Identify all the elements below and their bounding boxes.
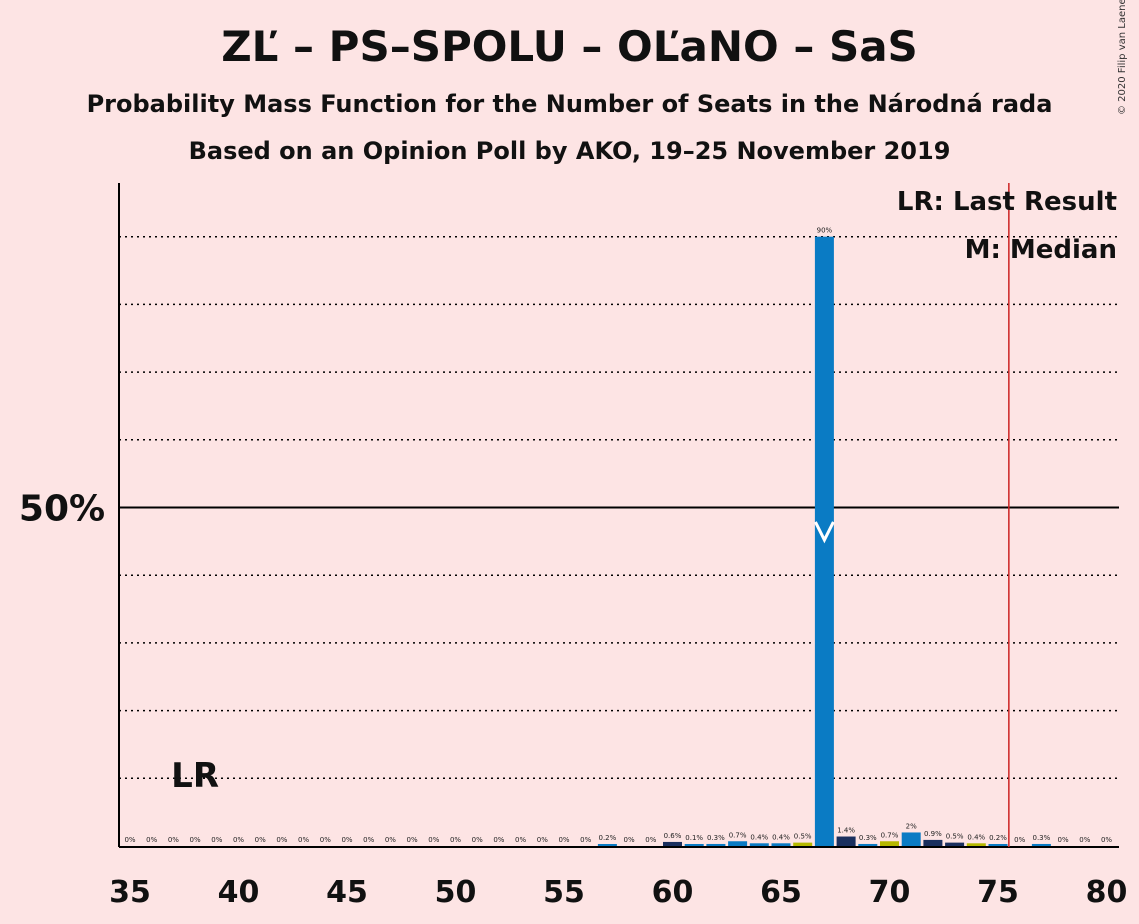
x-tick-label: 60 [652,875,694,910]
x-tick-label: 65 [760,875,802,910]
bar-value-label: 0% [1014,836,1025,844]
bar-value-label: 0.5% [794,833,812,841]
bar-value-label: 0% [211,836,222,844]
bar [749,843,769,846]
legend-median: M: Median [965,235,1117,265]
bar-value-label: 0.5% [946,833,964,841]
bar [771,843,791,846]
bar [728,841,748,846]
bar [966,843,986,846]
bar-value-label: 0.2% [599,834,617,842]
bar [684,844,704,846]
median-marker [814,521,835,544]
bar-value-label: 0.6% [664,832,682,840]
x-tick-label: 55 [543,875,585,910]
bar-value-label: 0% [407,836,418,844]
bar-value-label: 0% [645,836,656,844]
bar-value-label: 0% [385,836,396,844]
bar-value-label: 0% [363,836,374,844]
bar-value-label: 0% [472,836,483,844]
bar-value-label: 0% [1058,836,1069,844]
bar-value-label: 1.4% [837,827,855,835]
bar-value-label: 0% [276,836,287,844]
bar-value-label: 0% [255,836,266,844]
bar [880,841,899,846]
bar [597,844,617,846]
bar [793,842,813,846]
bar-value-label: 0% [450,836,461,844]
bar-value-label: 0.3% [1033,834,1051,842]
bar [858,843,878,846]
bar-value-label: 0% [558,836,569,844]
x-tick-label: 35 [109,875,151,910]
bar-value-label: 0.4% [772,833,790,841]
bar [923,839,943,846]
bar-value-label: 0% [146,836,157,844]
bar-value-label: 0% [624,836,635,844]
x-tick-label: 50 [435,875,477,910]
bar [901,832,921,846]
chart-subtitle-source: Based on an Opinion Poll by AKO, 19–25 N… [188,137,951,165]
bar-value-label: 0% [515,836,526,844]
bar-value-label: 2% [906,822,917,830]
bar-value-label: 0% [320,836,331,844]
bar-value-label: 90% [817,227,833,235]
y-tick-label: 50% [19,489,105,530]
bar-value-label: 0.3% [859,834,877,842]
bar [988,844,1008,846]
bar-value-label: 0.3% [707,834,725,842]
bar-value-label: 0.1% [685,834,703,842]
bar [836,836,856,846]
bar-value-label: 0.4% [750,833,768,841]
legend-last-result: LR: Last Result [897,187,1117,217]
bar-value-label: 0% [493,836,504,844]
bar-value-label: 0% [233,836,244,844]
bar-value-label: 0% [298,836,309,844]
bar [663,841,682,846]
bar [706,843,726,846]
x-tick-label: 40 [218,875,260,910]
bar-value-label: 0.9% [924,830,942,838]
bar-value-label: 0% [124,836,135,844]
chart-title: ZĽ – PS–SPOLU – OĽaNO – SaS [221,22,918,71]
bar-value-label: 0.7% [881,831,899,839]
x-tick-label: 70 [869,875,911,910]
bar-value-label: 0% [168,836,179,844]
last-result-label: LR [171,756,219,796]
bar-value-label: 0.4% [967,833,985,841]
bar-value-label: 0% [537,836,548,844]
x-tick-label: 80 [1086,875,1128,910]
bar-value-label: 0% [1101,836,1112,844]
bar-value-label: 0.7% [729,831,747,839]
bar-value-label: 0% [341,836,352,844]
bar-value-label: 0.2% [989,834,1007,842]
bar-value-label: 0% [190,836,201,844]
chart-subtitle: Probability Mass Function for the Number… [86,90,1053,118]
bar [1031,843,1051,846]
bar-value-label: 0% [580,836,591,844]
bar-value-label: 0% [1079,836,1090,844]
bar [945,842,965,846]
x-tick-label: 75 [977,875,1019,910]
bar-value-label: 0% [428,836,439,844]
x-tick-label: 45 [326,875,368,910]
